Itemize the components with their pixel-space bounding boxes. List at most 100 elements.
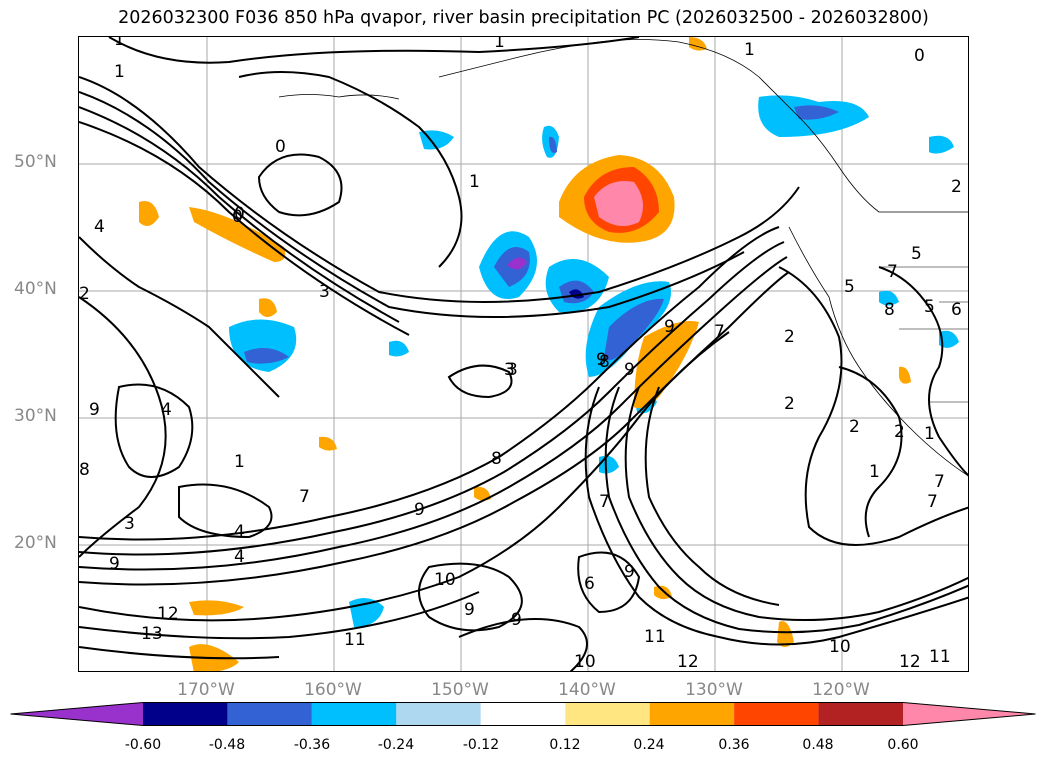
contour-label: 4 bbox=[234, 522, 245, 542]
contour-label: 11 bbox=[344, 630, 366, 650]
pc-area bbox=[389, 340, 409, 357]
contour-label: 0 bbox=[234, 204, 245, 224]
contour-line bbox=[79, 271, 790, 586]
contour-line bbox=[418, 562, 523, 632]
pc-area bbox=[229, 319, 297, 372]
lon-label: 170°W bbox=[177, 680, 235, 700]
contour-line bbox=[458, 618, 588, 671]
contour-line bbox=[238, 71, 463, 268]
lat-label: 20°N bbox=[14, 533, 57, 553]
contour-label: 8 bbox=[79, 460, 90, 480]
colorbar-segment bbox=[10, 702, 143, 726]
colorbar-segment bbox=[227, 702, 312, 726]
pc-area bbox=[507, 257, 527, 270]
contour-label: 3 bbox=[124, 514, 135, 534]
pc-area bbox=[777, 621, 794, 647]
pc-area bbox=[929, 135, 954, 154]
contour-label: 4 bbox=[234, 547, 245, 567]
contour-label: 9 bbox=[89, 400, 100, 420]
contour-line bbox=[79, 236, 280, 398]
contour-label: 0 bbox=[914, 46, 925, 66]
pc-area bbox=[189, 207, 286, 262]
contour-label: 13 bbox=[141, 624, 163, 644]
contour-label: 7 bbox=[299, 487, 310, 507]
lon-label: 130°W bbox=[685, 680, 743, 700]
contour-label: 7 bbox=[887, 262, 898, 282]
colorbar-segment bbox=[565, 702, 650, 726]
contour-line bbox=[114, 383, 194, 478]
contour-label: 1 bbox=[494, 37, 505, 52]
contour-label: 1 bbox=[869, 462, 880, 482]
colorbar-segment bbox=[480, 702, 566, 726]
coastlines bbox=[278, 39, 968, 477]
contour-line bbox=[79, 296, 167, 558]
contour-label: 9 bbox=[624, 360, 635, 380]
contour-line bbox=[108, 37, 640, 64]
contour-label: 8 bbox=[599, 352, 610, 372]
contour-label: 10 bbox=[434, 570, 456, 590]
contour-label: 9 bbox=[624, 562, 635, 582]
contour-labels: 1 1 1 1 0 0 0 1 2 5 7 5 6 8 5 2 2 3 3 4 … bbox=[79, 37, 962, 672]
pc-area bbox=[879, 290, 899, 306]
colorbar-tick: 0.24 bbox=[633, 737, 665, 753]
contour-label: 8 bbox=[884, 300, 895, 320]
contour-line bbox=[79, 91, 745, 318]
lon-label: 140°W bbox=[558, 680, 616, 700]
contour-label: 2 bbox=[894, 422, 905, 442]
colorbar-segment bbox=[903, 702, 1036, 726]
contour-label: 7 bbox=[927, 492, 938, 512]
contour-label: 2 bbox=[849, 417, 860, 437]
pc-area bbox=[319, 436, 337, 451]
pc-area bbox=[594, 181, 643, 226]
contour-label: 4 bbox=[161, 400, 172, 420]
lat-label: 40°N bbox=[14, 279, 57, 299]
colorbar-tick: -0.24 bbox=[377, 737, 415, 753]
pc-area bbox=[604, 298, 664, 361]
colorbar-outline bbox=[10, 702, 1036, 726]
colorbar-segment bbox=[143, 702, 228, 726]
contour-label: 1 bbox=[234, 452, 245, 472]
graticule bbox=[79, 37, 968, 671]
contour-label: 3 bbox=[507, 360, 518, 380]
pc-area bbox=[899, 366, 911, 384]
colorbar-tick: -0.36 bbox=[293, 737, 331, 753]
qvapor-contours bbox=[79, 37, 968, 671]
alaska-coastline bbox=[438, 39, 968, 213]
map-plot-area[interactable]: 1 1 1 1 0 0 0 1 2 5 7 5 6 8 5 2 2 3 3 4 … bbox=[78, 36, 969, 672]
contour-label: 12 bbox=[899, 652, 921, 672]
lat-label: 50°N bbox=[14, 152, 57, 172]
contour-label: 12 bbox=[157, 604, 179, 624]
contour-label: 1 bbox=[924, 424, 935, 444]
colorbar-tick: 0.12 bbox=[549, 737, 581, 753]
contour-line bbox=[79, 121, 410, 336]
colorbar-segment bbox=[734, 702, 819, 726]
pc-area bbox=[549, 136, 557, 153]
contour-label: 2 bbox=[784, 394, 795, 414]
contour-line bbox=[79, 241, 785, 556]
contour-line bbox=[624, 386, 968, 622]
contour-label: 2 bbox=[79, 284, 90, 304]
contour-line bbox=[178, 483, 273, 539]
contour-label: 9 bbox=[414, 500, 425, 520]
contour-label: 3 bbox=[319, 282, 330, 302]
pc-area bbox=[794, 105, 839, 120]
contour-line bbox=[79, 331, 730, 622]
contour-label: 5 bbox=[924, 297, 935, 317]
contour-label: 7 bbox=[714, 322, 725, 342]
colorbar bbox=[10, 702, 1036, 726]
contour-label: 3 bbox=[504, 360, 515, 380]
lat-label: 30°N bbox=[14, 406, 57, 426]
contour-label: 9 bbox=[109, 554, 120, 574]
state-borders bbox=[879, 266, 968, 403]
colorbar-tick: 0.48 bbox=[802, 737, 834, 753]
colorbar-tick: -0.12 bbox=[462, 737, 500, 753]
colorbar-segment bbox=[649, 702, 735, 726]
contour-line bbox=[79, 106, 400, 323]
contour-line bbox=[79, 591, 480, 640]
lon-label: 160°W bbox=[304, 680, 362, 700]
pc-area bbox=[689, 37, 707, 51]
contour-label: 8 bbox=[491, 449, 502, 469]
negative-pc-areas bbox=[229, 95, 959, 627]
contour-line bbox=[878, 266, 968, 477]
contour-label: 10 bbox=[574, 652, 596, 672]
